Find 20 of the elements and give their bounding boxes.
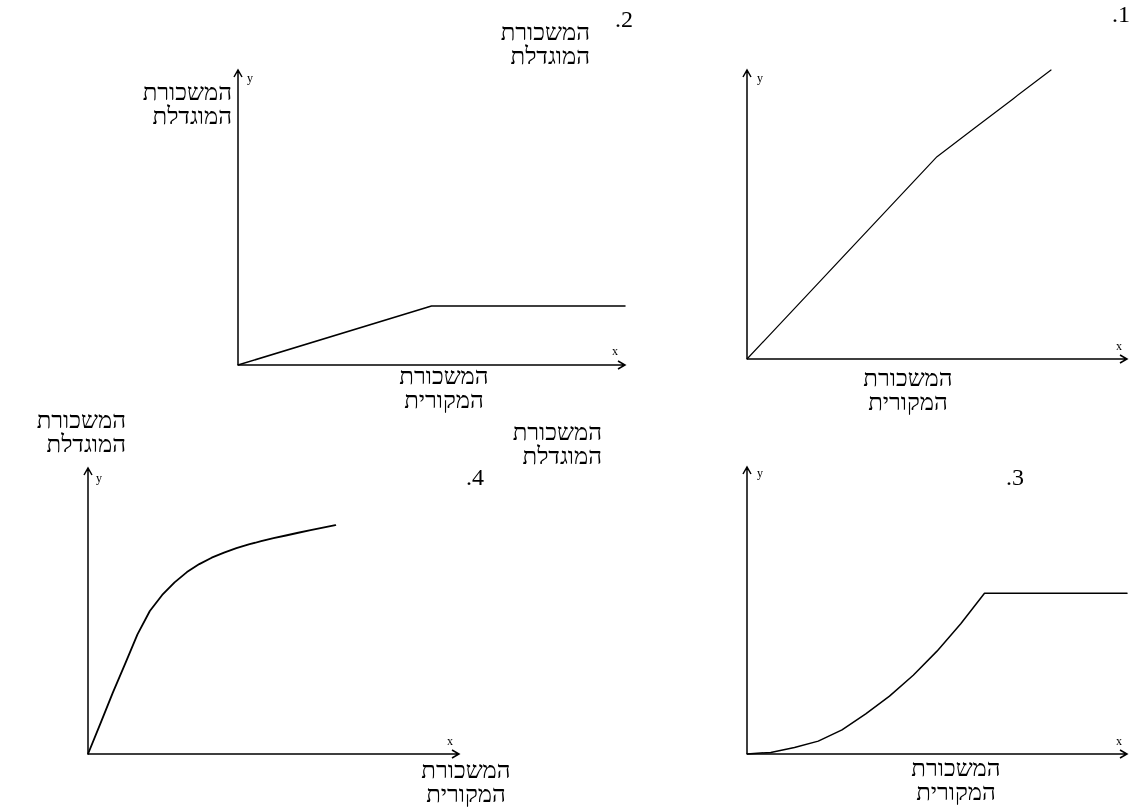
annotation: x <box>1116 735 1122 748</box>
y-axis-title: המשכורת המוגדלת <box>141 80 232 128</box>
annotation: x <box>612 345 618 358</box>
x-axis-title: המשכורת המקורית <box>420 758 512 806</box>
x-axis-title: המשכורת המקורית <box>862 366 954 414</box>
x-axis-title: המשכורת המקורית <box>910 756 1002 804</box>
annotation: y <box>96 472 102 485</box>
title: .1 <box>1112 1 1130 27</box>
annotation: x <box>447 735 453 748</box>
annotation: y <box>757 72 763 85</box>
y-axis-title: המשכורת המוגדלת <box>511 420 602 468</box>
title: .3 <box>1006 464 1024 490</box>
y-axis-title: המשכורת המוגדלת <box>35 408 126 456</box>
x-axis-title: המשכורת המקורית <box>398 364 490 412</box>
annotation: x <box>1116 340 1122 353</box>
title: .2 <box>615 6 633 32</box>
annotation: y <box>757 467 763 480</box>
y-axis-title: המשכורת המוגדלת <box>499 20 590 68</box>
annotation: y <box>247 72 253 85</box>
title: .4 <box>466 464 484 490</box>
